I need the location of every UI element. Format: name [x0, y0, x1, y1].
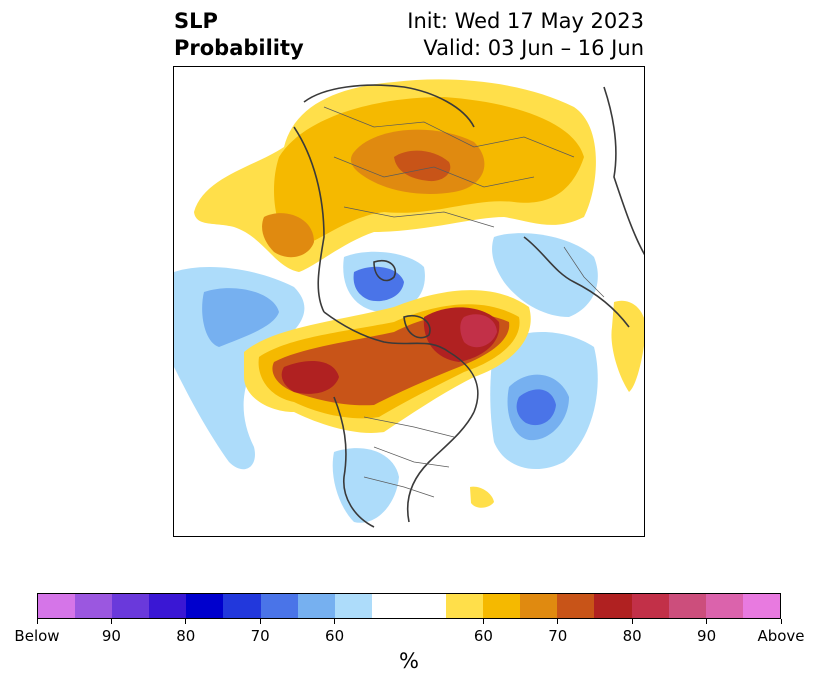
colorbar-segment [483, 594, 521, 618]
colorbar-segment [75, 594, 113, 618]
colorbar-tick-label: 80 [176, 627, 196, 645]
colorbar-segment [446, 594, 484, 618]
coastlines [293, 84, 644, 528]
title-type: Probability [174, 36, 304, 60]
colorbar-tick-mark [110, 619, 112, 624]
colorbar [37, 593, 781, 619]
above-region-canada-max [460, 314, 497, 348]
colorbar-tick-mark [482, 619, 484, 624]
colorbar-segment [557, 594, 595, 618]
colorbar-tick-label: 60 [325, 627, 345, 645]
colorbar-segment [260, 594, 298, 618]
colorbar-tick-label: 80 [622, 627, 642, 645]
colorbar-tick-mark [780, 619, 782, 624]
colorbar-segment [742, 594, 780, 618]
below-region-us [332, 448, 399, 523]
colorbar-tick-label: Below [14, 627, 60, 645]
colorbar-segment [186, 594, 224, 618]
colorbar-segment [334, 594, 372, 618]
init-date: Init: Wed 17 May 2023 [407, 9, 644, 33]
above-region-eurasia-peak [394, 150, 451, 182]
below-region-europe [492, 233, 598, 317]
colorbar-tick-mark [259, 619, 261, 624]
colorbar-tick-label: 90 [697, 627, 717, 645]
colorbar-tick-mark [36, 619, 38, 624]
colorbar-tick-label: 90 [101, 627, 121, 645]
above-region-namerica-peak [281, 361, 339, 394]
colorbar-segment [520, 594, 558, 618]
colorbar-unit: % [399, 649, 419, 673]
colorbar-segment [112, 594, 150, 618]
below-region-arctic-core [353, 266, 404, 302]
colorbar-segment [594, 594, 632, 618]
colorbar-tick-label: 60 [473, 627, 493, 645]
colorbar-segment [223, 594, 261, 618]
colorbar-tick-mark [631, 619, 633, 624]
above-region-small [470, 486, 494, 508]
below-region-pacific-core [202, 288, 279, 347]
map-title: SLP Probability [174, 8, 304, 62]
map-dates: Init: Wed 17 May 2023 Valid: 03 Jun – 16… [407, 8, 644, 62]
colorbar-segment [371, 594, 409, 618]
colorbar-segment [149, 594, 187, 618]
borders [323, 106, 605, 498]
colorbar-segment [297, 594, 335, 618]
colorbar-tick-mark [557, 619, 559, 624]
colorbar-tick-label: 70 [548, 627, 568, 645]
below-region-atlantic-peak [516, 389, 556, 426]
colorbar-tick-label: 70 [250, 627, 270, 645]
colorbar-segment [631, 594, 669, 618]
title-variable: SLP [174, 9, 218, 33]
colorbar-tick-mark [334, 619, 336, 624]
map-canvas [174, 79, 644, 528]
above-region-west [262, 213, 314, 258]
valid-range: Valid: 03 Jun – 16 Jun [423, 36, 644, 60]
colorbar-tick-label: Above [757, 627, 805, 645]
colorbar-tick-mark [706, 619, 708, 624]
colorbar-segment [38, 594, 76, 618]
colorbar-segment [705, 594, 743, 618]
colorbar-segment [668, 594, 706, 618]
above-region-east [611, 300, 644, 392]
probability-map [173, 66, 645, 537]
colorbar-tick-mark [185, 619, 187, 624]
colorbar-segment [408, 594, 447, 618]
